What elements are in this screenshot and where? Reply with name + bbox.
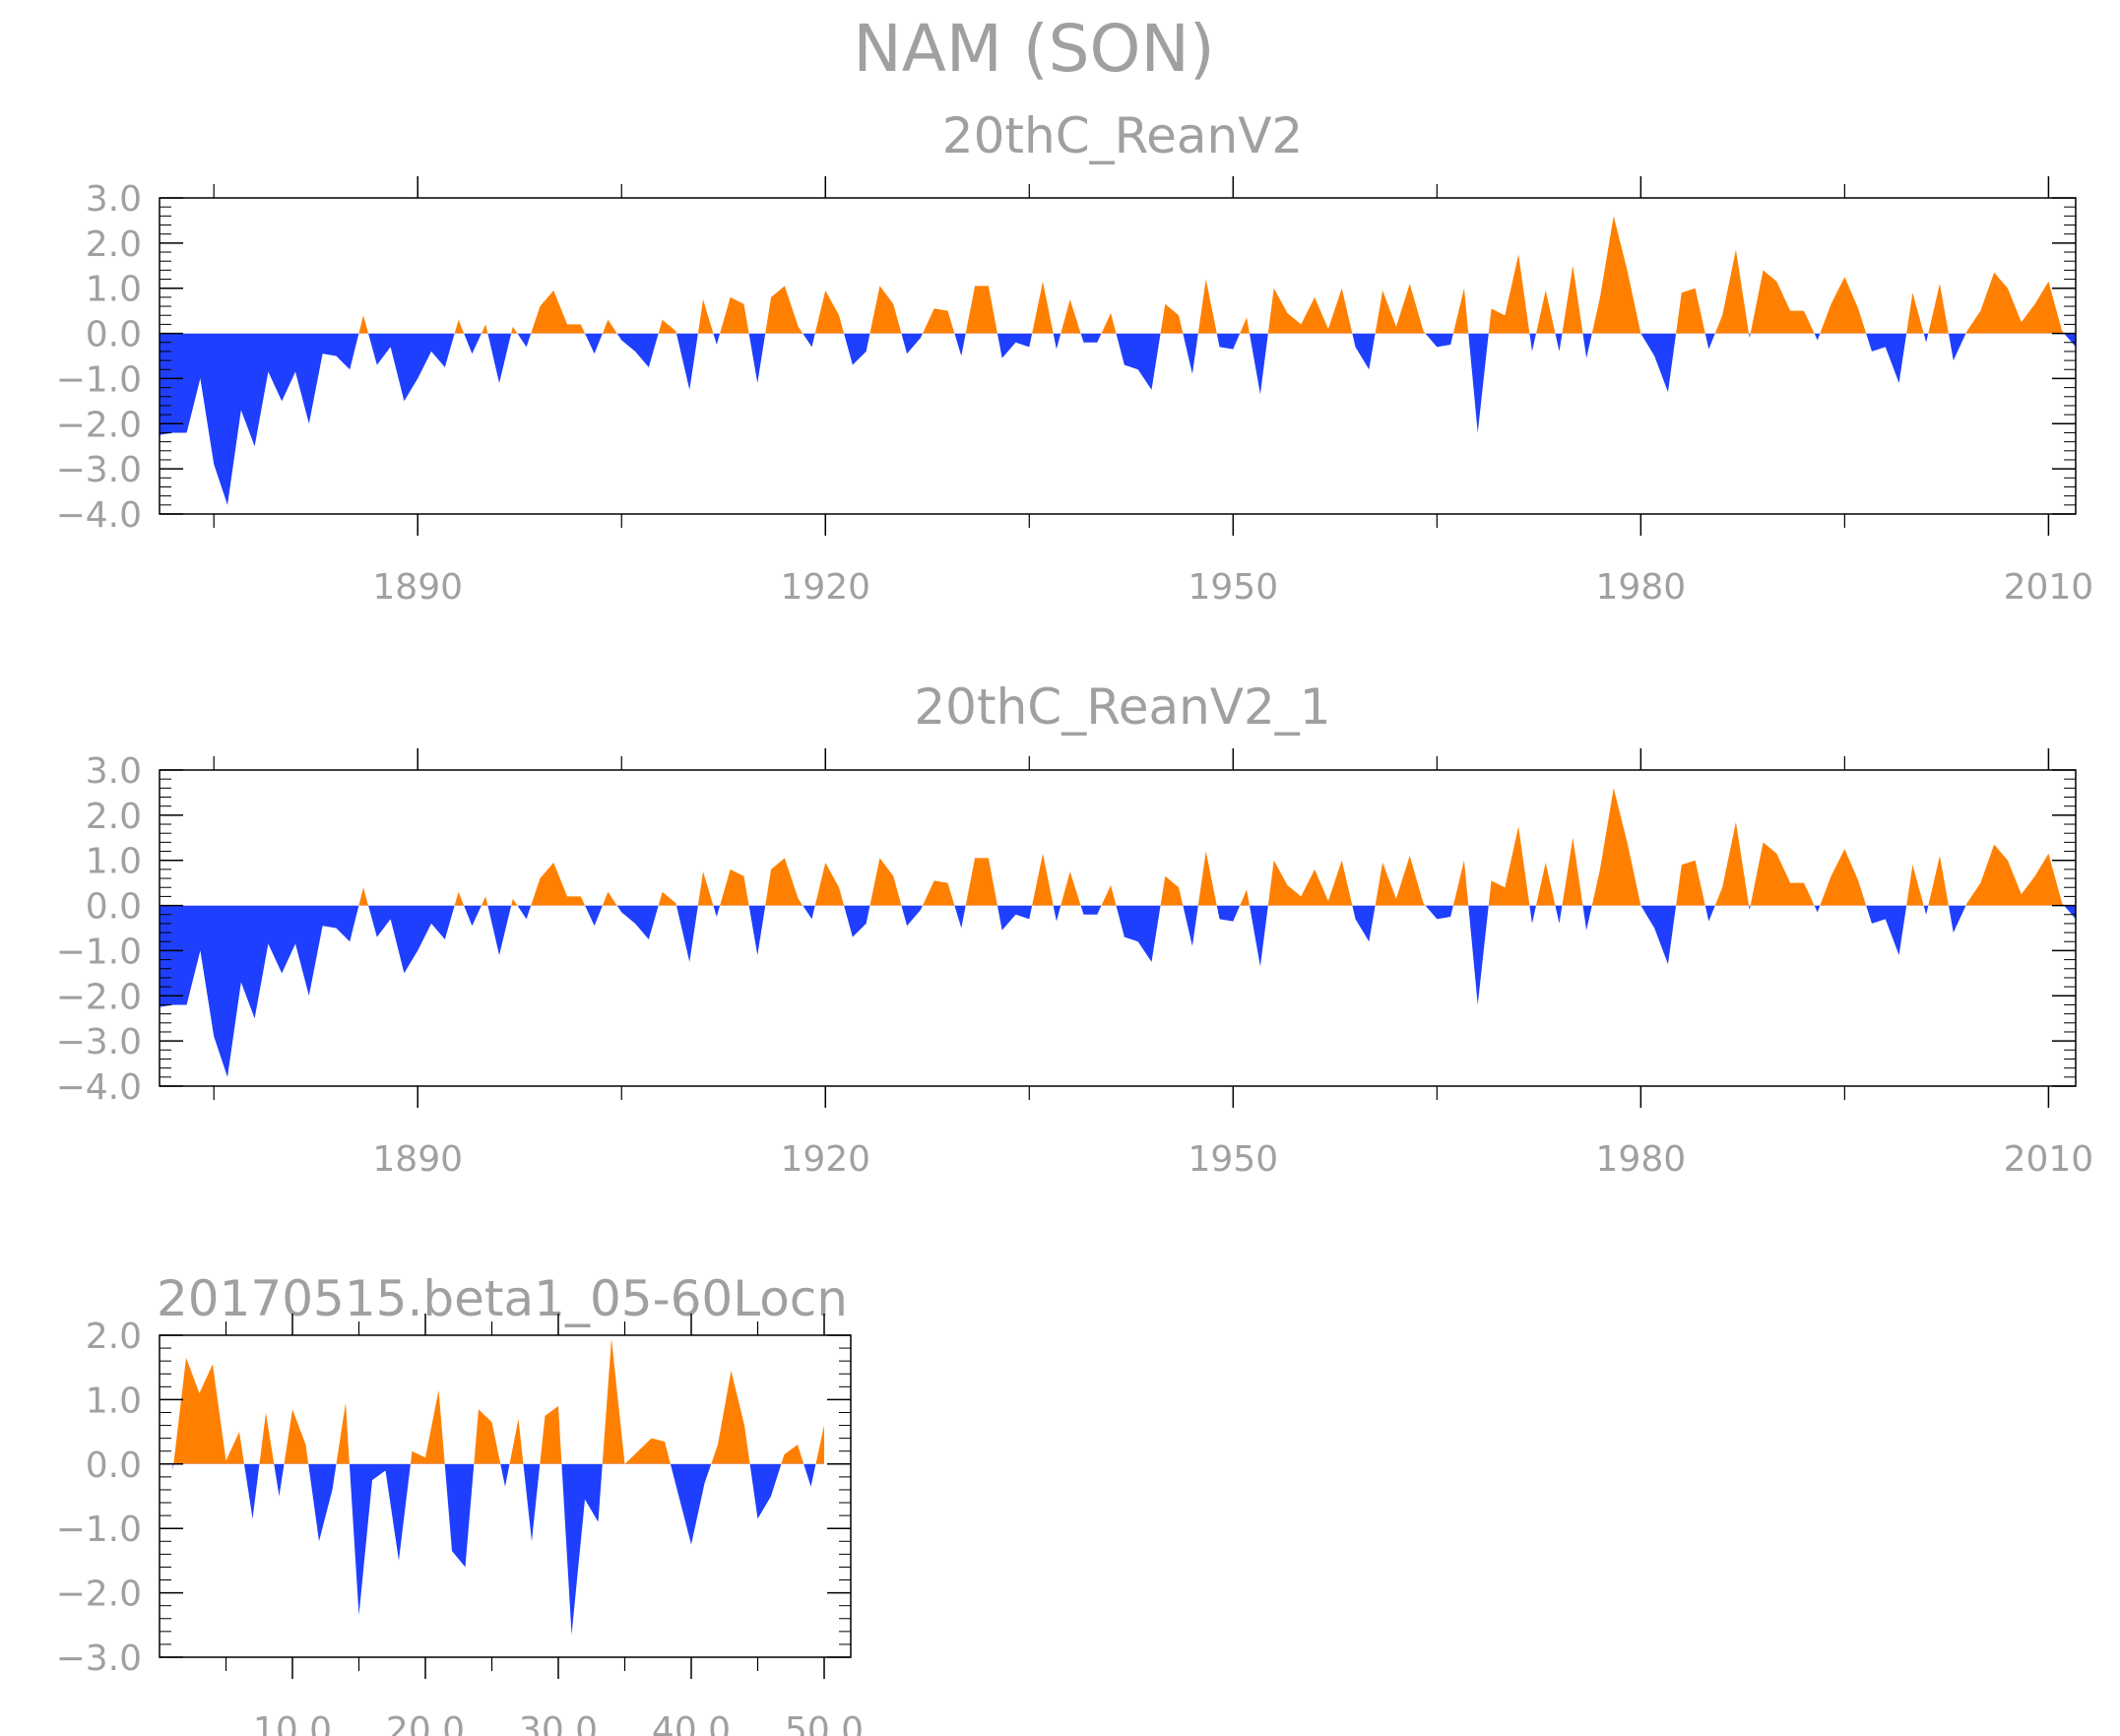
panel-20thc-reanv2-1: 20thC_ReanV2_1 3.0 2.0 1.0 0.0−1.0 −2.0 −3.0 −…	[56, 678, 2094, 1180]
y-tick-label: 1.0	[86, 1381, 142, 1421]
y-tick-label: 1.0	[86, 842, 142, 882]
panel-plot: 3.0 2.0 1.0 0.0−1.0 −2.0 −3.0 −4.0 1890 1920 1950…	[56, 176, 2094, 608]
x-tick-label: 1920	[780, 1139, 870, 1180]
x-tick-label: 2010	[2004, 1139, 2094, 1180]
y-tick-label: −3.0	[56, 1639, 142, 1679]
y-tick-label: 2.0	[86, 797, 142, 837]
y-tick-label: −2.0	[56, 1575, 142, 1615]
y-tick-label: −2.0	[56, 977, 142, 1017]
negative-anomaly-area	[172, 1463, 816, 1636]
x-tick-label: 20.0	[386, 1710, 465, 1736]
panel-20170515-beta1: 20170515.beta1_05-60Locn 2.0 1.0 0.0 −1.0 −2…	[56, 1270, 865, 1736]
plot-frame	[159, 197, 2077, 515]
y-tick-label: −1.0	[56, 1510, 142, 1550]
y-tick-label: 2.0	[86, 1317, 142, 1357]
panel-plot: 3.0 2.0 1.0 0.0−1.0 −2.0 −3.0 −4.0 1890 1920 1950…	[56, 748, 2094, 1180]
panel-title: 20thC_ReanV2_1	[914, 678, 1330, 736]
x-tick-label: 2010	[2004, 567, 2094, 608]
x-tick-label: 1890	[372, 567, 463, 608]
x-tick-label: 1920	[780, 567, 870, 608]
x-tick-label: 1890	[372, 1139, 463, 1180]
panel-title: 20170515.beta1_05-60Locn	[157, 1270, 848, 1327]
negative-anomaly-area	[160, 905, 2076, 1077]
plot-frame	[159, 769, 2077, 1087]
positive-anomaly-area	[172, 1338, 824, 1464]
x-tick-label: 40.0	[652, 1710, 731, 1736]
x-tick-label: 1980	[1596, 1139, 1687, 1180]
y-tick-label: −3.0	[56, 1022, 142, 1062]
negative-anomaly-area	[160, 333, 2076, 505]
y-tick-label: 0.0	[86, 887, 142, 928]
x-tick-label: 1950	[1188, 1139, 1278, 1180]
y-tick-label: −3.0	[56, 450, 142, 490]
y-tick-label: 0.0	[86, 315, 142, 355]
panel-title: 20thC_ReanV2	[942, 107, 1303, 164]
y-tick-label: −1.0	[56, 359, 142, 400]
y-tick-label: 0.0	[86, 1446, 142, 1486]
y-tick-label: −4.0	[56, 1067, 142, 1108]
y-tick-label: 1.0	[86, 270, 142, 310]
plot-frame	[159, 1334, 852, 1658]
y-tick-label: −2.0	[56, 405, 142, 445]
x-tick-label: 1980	[1596, 567, 1687, 608]
x-tick-label: 30.0	[519, 1710, 598, 1736]
x-tick-label: 50.0	[785, 1710, 864, 1736]
panel-20thc-reanv2: 20thC_ReanV2 3.0 2.0 1.0 0.0−1.0 −2.0 −3.0 −4.…	[56, 107, 2094, 608]
x-tick-label: 10.0	[253, 1710, 332, 1736]
y-tick-label: −1.0	[56, 932, 142, 972]
panel-plot: 2.0 1.0 0.0 −1.0 −2.0 −3.0 10.0 20.0 30.0 40.0 50.…	[56, 1314, 864, 1736]
figure-title: NAM (SON)	[853, 11, 1214, 87]
y-tick-label: 3.0	[86, 751, 142, 792]
x-tick-label: 1950	[1188, 567, 1278, 608]
y-tick-label: −4.0	[56, 495, 142, 536]
y-tick-label: 3.0	[86, 179, 142, 220]
y-tick-label: 2.0	[86, 225, 142, 265]
